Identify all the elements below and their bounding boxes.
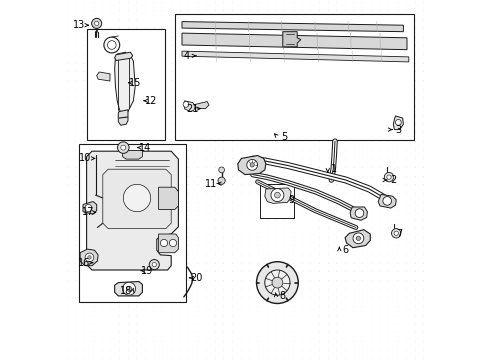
Circle shape [107,41,116,49]
Text: 13: 13 [73,20,85,30]
Bar [87,29,165,140]
Circle shape [383,197,392,205]
Polygon shape [393,116,403,130]
Circle shape [170,239,176,247]
Text: 16: 16 [77,258,90,268]
Text: 18: 18 [120,286,132,296]
Text: 11: 11 [205,179,217,189]
Circle shape [85,253,94,262]
Circle shape [95,21,99,26]
Polygon shape [175,14,414,140]
Text: 7: 7 [396,229,402,239]
Circle shape [104,37,120,53]
Polygon shape [238,156,266,175]
Circle shape [152,262,156,267]
Text: 12: 12 [145,96,157,106]
Text: 21: 21 [187,104,199,114]
Polygon shape [115,282,143,296]
Polygon shape [118,110,128,125]
Polygon shape [350,207,368,220]
Circle shape [274,192,280,198]
Circle shape [118,142,129,153]
Circle shape [219,167,224,173]
Text: 15: 15 [129,78,142,88]
Text: 10: 10 [79,153,91,163]
Text: 9: 9 [289,195,295,205]
Text: 1: 1 [331,164,337,174]
Circle shape [218,177,225,184]
Polygon shape [378,194,396,208]
Circle shape [272,277,283,288]
Circle shape [121,145,126,150]
Circle shape [356,236,361,240]
Polygon shape [182,22,403,32]
Text: 6: 6 [343,245,349,255]
Circle shape [355,209,364,217]
Polygon shape [115,52,135,116]
Circle shape [394,231,398,235]
Circle shape [88,256,91,259]
Polygon shape [87,151,178,270]
Circle shape [387,175,391,179]
Text: 5: 5 [281,132,287,142]
Polygon shape [159,234,178,253]
Polygon shape [182,51,409,62]
Circle shape [353,233,364,244]
Circle shape [149,260,159,270]
Circle shape [395,120,401,125]
Circle shape [265,270,290,295]
Polygon shape [159,187,178,210]
Circle shape [126,286,132,291]
Polygon shape [115,52,133,60]
Circle shape [271,189,284,202]
Circle shape [85,204,92,212]
Polygon shape [97,72,110,81]
Polygon shape [182,33,407,50]
Text: 4: 4 [184,51,190,61]
Bar [79,144,186,302]
Bar [260,184,294,218]
Polygon shape [122,150,143,159]
Text: 2: 2 [390,175,396,185]
Polygon shape [103,169,171,229]
Circle shape [257,262,298,303]
Polygon shape [185,101,196,112]
Circle shape [123,184,151,212]
Polygon shape [283,32,301,47]
Text: 20: 20 [190,273,202,283]
Circle shape [384,172,393,182]
Polygon shape [80,249,98,266]
Polygon shape [265,188,291,203]
Polygon shape [83,202,97,214]
Circle shape [160,239,168,247]
Circle shape [183,102,189,107]
Text: 3: 3 [395,125,402,135]
Polygon shape [345,230,370,248]
Text: 14: 14 [139,143,151,153]
Circle shape [247,159,258,170]
Polygon shape [196,102,209,109]
Circle shape [392,229,401,238]
Text: 19: 19 [141,266,153,276]
Text: 8: 8 [279,291,286,301]
Text: 17: 17 [82,207,95,217]
Circle shape [122,282,136,295]
Circle shape [92,18,102,28]
Circle shape [250,163,254,167]
